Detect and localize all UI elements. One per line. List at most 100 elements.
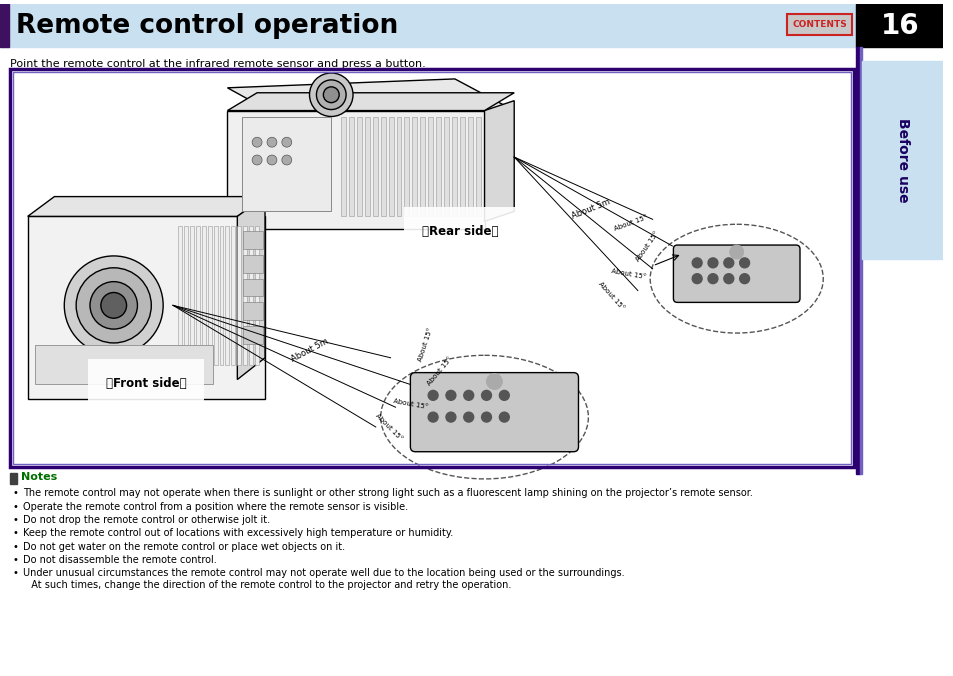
Bar: [443, 118, 449, 216]
Text: Before use: Before use: [895, 118, 909, 202]
Text: •: •: [12, 488, 19, 498]
Text: About 15°: About 15°: [374, 412, 403, 441]
Text: Operate the remote control from a position where the remote sensor is visible.: Operate the remote control from a positi…: [23, 502, 408, 512]
Bar: [341, 118, 346, 216]
Circle shape: [428, 391, 437, 400]
Bar: [225, 226, 229, 364]
Bar: [856, 4, 943, 47]
Bar: [373, 118, 377, 216]
Bar: [786, 14, 852, 35]
Text: Under unusual circumstances the remote control may not operate well due to the l: Under unusual circumstances the remote c…: [23, 569, 623, 579]
Text: Keep the remote control out of locations with excessively high temperature or hu: Keep the remote control out of locations…: [23, 529, 453, 538]
Text: Do not get water on the remote control or place wet objects on it.: Do not get water on the remote control o…: [23, 541, 344, 552]
Bar: [249, 226, 253, 364]
Text: •: •: [12, 555, 19, 565]
Bar: [243, 255, 263, 272]
Bar: [243, 231, 263, 249]
Text: About 15°: About 15°: [611, 268, 646, 280]
Text: Point the remote control at the infrared remote sensor and press a button.: Point the remote control at the infrared…: [10, 59, 425, 69]
Circle shape: [90, 282, 137, 329]
Circle shape: [463, 391, 474, 400]
Circle shape: [498, 391, 509, 400]
FancyBboxPatch shape: [673, 245, 800, 302]
Bar: [452, 118, 456, 216]
Text: •: •: [12, 515, 19, 525]
Bar: [404, 118, 409, 216]
Bar: [242, 118, 331, 212]
Text: At such times, change the direction of the remote control to the projector and r: At such times, change the direction of t…: [25, 580, 511, 589]
Text: ［Rear side］: ［Rear side］: [421, 224, 497, 238]
Circle shape: [252, 155, 262, 165]
Circle shape: [281, 137, 292, 147]
Bar: [10, 69, 854, 466]
FancyBboxPatch shape: [410, 372, 578, 452]
Circle shape: [481, 412, 491, 422]
Circle shape: [445, 391, 456, 400]
Circle shape: [463, 412, 474, 422]
Bar: [786, 14, 852, 35]
Circle shape: [498, 412, 509, 422]
Bar: [856, 47, 943, 672]
Bar: [10, 473, 17, 484]
Bar: [388, 118, 394, 216]
Circle shape: [723, 274, 733, 284]
Bar: [436, 118, 440, 216]
Bar: [254, 226, 259, 364]
Bar: [10, 69, 854, 466]
Bar: [396, 118, 401, 216]
Text: About 15°: About 15°: [597, 281, 624, 310]
Circle shape: [101, 293, 127, 318]
Circle shape: [76, 268, 152, 343]
Text: ［Front side］: ［Front side］: [106, 377, 187, 390]
Circle shape: [739, 274, 749, 284]
Circle shape: [267, 155, 276, 165]
Polygon shape: [28, 197, 265, 216]
Bar: [208, 226, 212, 364]
Text: Do not drop the remote control or otherwise jolt it.: Do not drop the remote control or otherw…: [23, 515, 270, 525]
Polygon shape: [484, 101, 514, 221]
Text: About 15°: About 15°: [416, 327, 433, 362]
Bar: [428, 118, 433, 216]
Bar: [786, 14, 852, 35]
Bar: [34, 345, 213, 385]
Bar: [12, 72, 850, 464]
Circle shape: [323, 87, 339, 103]
Bar: [195, 226, 199, 364]
Polygon shape: [237, 197, 265, 379]
Bar: [243, 326, 263, 344]
Text: Remote control operation: Remote control operation: [16, 13, 397, 39]
Bar: [459, 118, 464, 216]
Bar: [862, 61, 943, 259]
Circle shape: [267, 137, 276, 147]
Circle shape: [739, 258, 749, 268]
Text: 16: 16: [880, 11, 919, 39]
Circle shape: [445, 412, 456, 422]
Bar: [227, 111, 484, 229]
Bar: [243, 302, 263, 320]
Polygon shape: [227, 79, 514, 120]
Circle shape: [723, 258, 733, 268]
Bar: [349, 118, 354, 216]
Bar: [467, 118, 472, 216]
Circle shape: [428, 412, 437, 422]
Text: •: •: [12, 569, 19, 579]
Text: Notes: Notes: [21, 473, 57, 483]
Circle shape: [692, 274, 701, 284]
Circle shape: [481, 391, 491, 400]
Bar: [860, 47, 862, 475]
Text: The remote control may not operate when there is sunlight or other strong light : The remote control may not operate when …: [23, 488, 752, 498]
Circle shape: [309, 73, 353, 116]
Circle shape: [64, 256, 163, 355]
Bar: [856, 47, 860, 475]
Bar: [184, 226, 188, 364]
Circle shape: [729, 245, 742, 259]
Text: About 15°: About 15°: [613, 214, 648, 232]
Circle shape: [707, 258, 718, 268]
Bar: [380, 118, 385, 216]
Bar: [420, 118, 425, 216]
Bar: [0, 4, 943, 47]
Bar: [213, 226, 217, 364]
Circle shape: [316, 80, 346, 110]
Text: About 15°: About 15°: [635, 230, 659, 262]
Circle shape: [707, 274, 718, 284]
